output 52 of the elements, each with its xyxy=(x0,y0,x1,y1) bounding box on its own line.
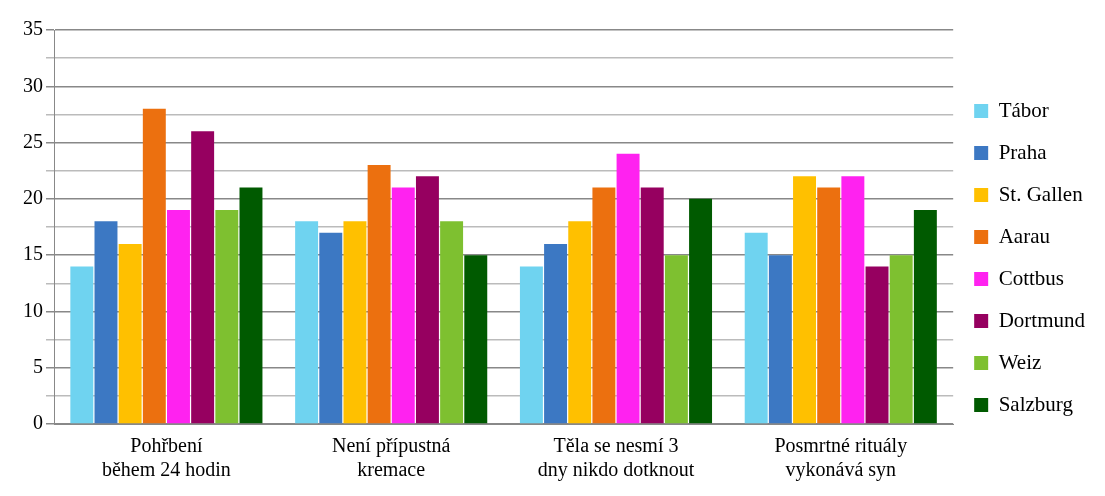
bar xyxy=(464,255,488,424)
legend-label: Aarau xyxy=(998,223,1051,248)
bar xyxy=(841,176,865,424)
bar xyxy=(142,108,166,424)
bar xyxy=(793,176,817,424)
bar xyxy=(568,221,592,424)
legend-label: Weiz xyxy=(998,349,1042,374)
bar xyxy=(191,131,215,424)
bar xyxy=(343,221,367,424)
legend-label: Cottbus xyxy=(998,265,1065,290)
y-tick-label: 10 xyxy=(23,298,43,321)
bar xyxy=(440,221,464,424)
bar xyxy=(544,243,568,424)
legend-label: St. Gallen xyxy=(998,181,1084,206)
bar xyxy=(913,210,937,424)
bar xyxy=(415,176,439,424)
bar xyxy=(865,266,889,424)
y-tick-label: 15 xyxy=(23,242,43,265)
bar xyxy=(94,221,118,424)
bar xyxy=(70,266,94,424)
y-tick-label: 35 xyxy=(23,17,43,40)
legend-label: Dortmund xyxy=(998,307,1086,332)
bar xyxy=(239,187,263,424)
y-tick-label: 30 xyxy=(23,73,43,96)
bar xyxy=(391,187,415,424)
bar xyxy=(640,187,664,424)
y-tick-label: 5 xyxy=(33,354,43,377)
x-tick-label: Není přípustná kremace xyxy=(332,434,451,481)
bar xyxy=(118,243,142,424)
x-tick-label: Posmrtné rituály vykonává syn xyxy=(774,434,908,482)
bar xyxy=(519,266,543,424)
bar xyxy=(889,255,913,424)
legend-label: Praha xyxy=(998,139,1048,164)
y-tick-label: 0 xyxy=(33,411,43,434)
y-tick-label: 20 xyxy=(23,186,43,209)
bar xyxy=(689,198,713,424)
bar xyxy=(664,255,688,424)
bar xyxy=(319,232,343,424)
bar xyxy=(592,187,616,424)
bar xyxy=(616,153,640,424)
legend-label: Tábor xyxy=(998,97,1049,122)
y-tick-label: 25 xyxy=(23,129,43,152)
bar xyxy=(367,165,391,424)
bar xyxy=(817,187,841,424)
legend-label: Salzburg xyxy=(998,391,1074,416)
bar xyxy=(167,210,190,424)
bar xyxy=(215,210,239,424)
x-tick-label: Těla se nesmí 3 dny nikdo dotknout xyxy=(537,434,695,482)
bar xyxy=(744,232,768,424)
bar xyxy=(768,255,792,424)
bar xyxy=(295,221,319,424)
x-tick-label: Pohřbení během 24 hodin xyxy=(101,434,231,481)
